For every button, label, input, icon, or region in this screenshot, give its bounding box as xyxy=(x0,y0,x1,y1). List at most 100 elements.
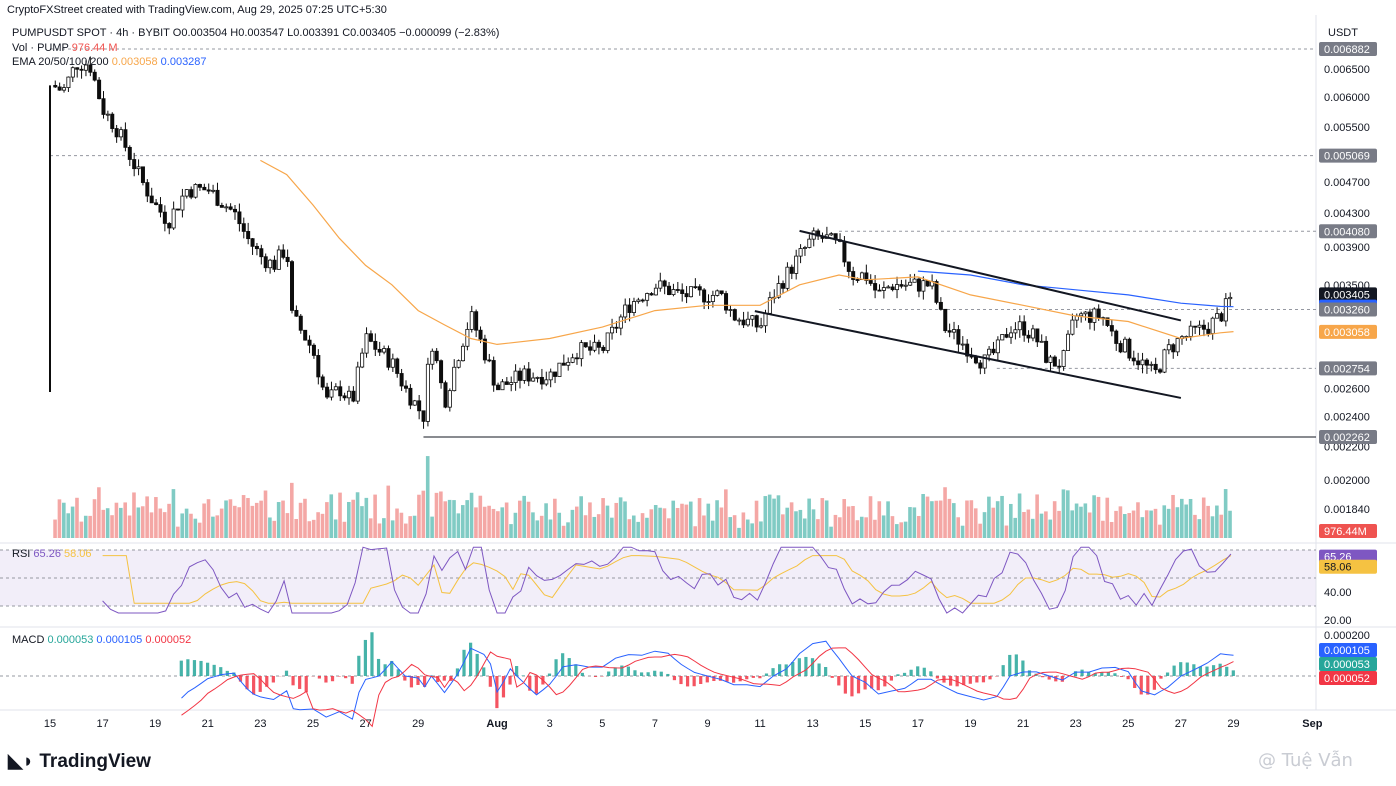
candle-up xyxy=(1013,329,1018,334)
candle-up xyxy=(180,195,185,211)
volume-bar xyxy=(526,501,531,538)
volume-bar xyxy=(627,519,632,538)
volume-bar xyxy=(759,521,763,538)
volume-bar xyxy=(228,499,233,538)
candle-up xyxy=(745,318,750,326)
tradingview-logo[interactable]: ◣◗ TradingView xyxy=(8,751,151,772)
candle-up xyxy=(1009,332,1014,338)
volume-bar xyxy=(947,498,952,538)
volume-bar xyxy=(500,507,505,538)
volume-bar xyxy=(864,517,868,538)
volume-bar xyxy=(233,505,237,538)
macd-histogram-bar xyxy=(436,676,440,683)
candle-up xyxy=(960,343,965,346)
macd-histogram-bar xyxy=(1225,666,1229,676)
volume-bar xyxy=(132,492,136,538)
volume-bar xyxy=(1188,498,1193,538)
macd-histogram-bar xyxy=(363,639,367,676)
symbol-title: PUMPUSDT SPOT · 4h · BYBIT xyxy=(12,27,170,39)
volume-bar xyxy=(750,523,754,538)
volume-bar xyxy=(969,500,974,538)
candle-down xyxy=(57,86,62,91)
candle-up xyxy=(645,293,650,301)
volume-bar xyxy=(890,516,895,538)
volume-bar xyxy=(347,501,351,538)
volume-bar xyxy=(250,505,255,538)
volume-bar xyxy=(1030,518,1035,538)
candle-down xyxy=(474,311,479,331)
x-axis-label: 3 xyxy=(547,718,553,730)
candle-down xyxy=(741,319,746,326)
x-axis-label: Aug xyxy=(486,718,507,730)
candle-down xyxy=(864,272,869,281)
volume-bar xyxy=(197,522,202,538)
volume-bar xyxy=(180,513,185,538)
volume-bar xyxy=(254,502,259,538)
macd-histogram-bar xyxy=(988,676,992,680)
macd-histogram-bar xyxy=(732,676,736,683)
volume-bar xyxy=(1153,508,1158,538)
macd-histogram-bar xyxy=(199,660,203,676)
candle-up xyxy=(1123,338,1128,353)
macd-histogram-bar xyxy=(653,670,657,676)
candle-down xyxy=(890,286,895,291)
candle-down xyxy=(373,340,378,350)
candle-down xyxy=(399,373,404,387)
volume-bar xyxy=(241,495,246,538)
volume-bar xyxy=(596,514,601,538)
volume-bar xyxy=(938,500,943,538)
candle-up xyxy=(728,309,733,311)
volume-bar xyxy=(193,518,198,538)
rsi-value: 65.26 xyxy=(33,548,61,560)
volume-bar xyxy=(294,518,298,538)
volume-bar xyxy=(846,506,851,538)
volume-bar xyxy=(798,509,803,538)
macd-histogram-bar xyxy=(1185,662,1189,676)
volume-bar xyxy=(767,494,772,538)
volume-bar xyxy=(807,498,811,538)
volume-bar xyxy=(1175,507,1180,538)
macd-histogram-bar xyxy=(357,655,361,676)
macd-histogram-bar xyxy=(501,676,506,698)
macd-histogram-bar xyxy=(896,674,900,676)
volume-bar xyxy=(794,511,798,538)
candle-up xyxy=(921,280,926,292)
volume-bar xyxy=(754,500,759,538)
volume-bar xyxy=(478,495,483,538)
candle-down xyxy=(702,289,707,303)
candle-down xyxy=(732,309,737,321)
volume-bar xyxy=(1039,513,1044,538)
candle-up xyxy=(987,348,992,356)
candle-up xyxy=(171,208,176,229)
volume-bar xyxy=(329,494,334,538)
volume-bar xyxy=(583,515,588,538)
macd-histogram-bar xyxy=(764,673,769,676)
volume-group xyxy=(53,456,1232,538)
candle-up xyxy=(544,379,549,385)
currency-label[interactable]: USDT xyxy=(1328,27,1358,39)
volume-bar xyxy=(171,489,176,538)
volume-bar xyxy=(1223,489,1228,538)
candle-up xyxy=(776,283,781,298)
volume-bar xyxy=(167,503,171,538)
candle-down xyxy=(553,371,558,377)
volume-bar xyxy=(1105,497,1110,538)
candle-down xyxy=(517,370,522,381)
candle-down xyxy=(1044,340,1049,363)
candle-down xyxy=(1004,334,1009,338)
candle-up xyxy=(509,382,514,385)
volume-bar xyxy=(1101,520,1105,538)
volume-bar xyxy=(1210,516,1215,538)
volume-bar xyxy=(824,500,829,538)
macd-histogram-bar xyxy=(620,665,624,676)
candle-down xyxy=(1096,308,1101,319)
candle-down xyxy=(1035,328,1040,343)
volume-bar xyxy=(816,519,820,538)
candle-down xyxy=(693,286,698,289)
candle-down xyxy=(149,195,154,204)
x-axis-label: 19 xyxy=(149,718,161,730)
x-axis-label: 19 xyxy=(964,718,976,730)
volume-bar xyxy=(702,515,706,538)
volume-bar xyxy=(1087,512,1092,538)
